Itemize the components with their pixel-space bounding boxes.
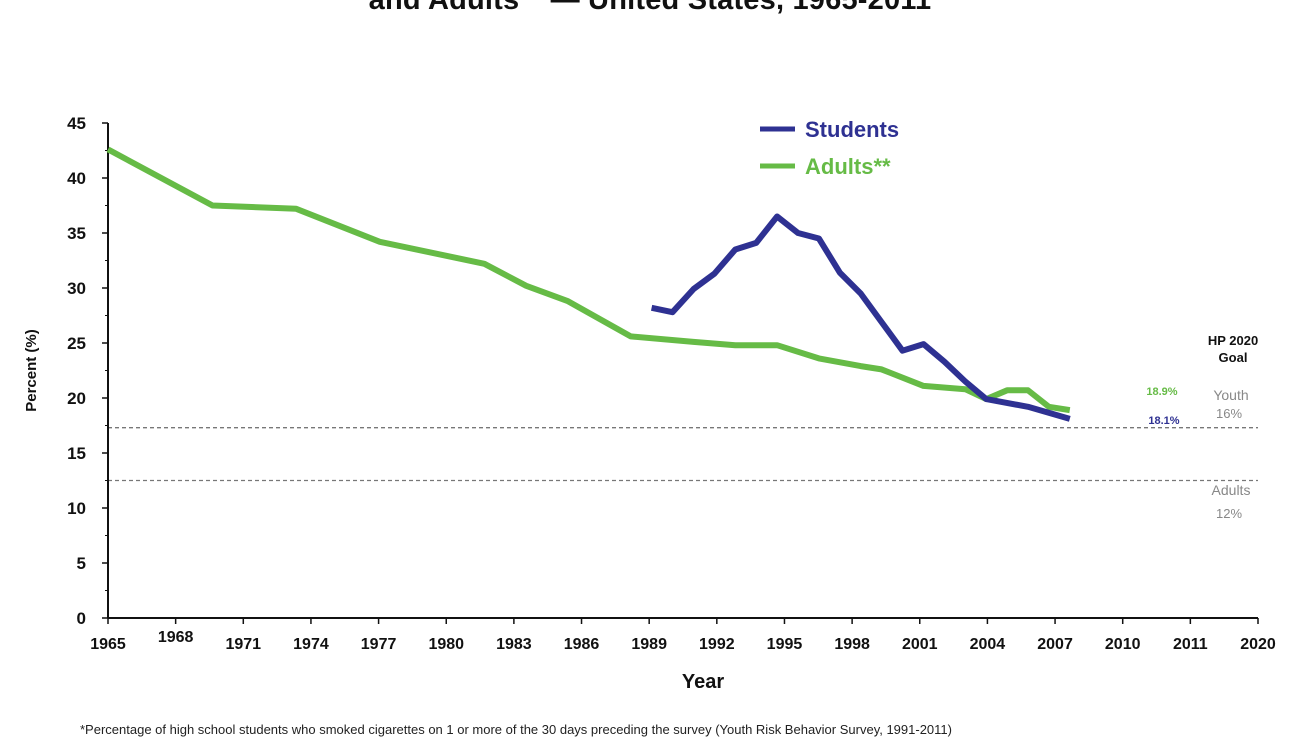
endpoint-label: 18.9% [1146, 386, 1177, 398]
x-axis-title: Year [682, 671, 724, 693]
goal-name-youth: Youth [1213, 387, 1248, 403]
y-tick-label: 30 [67, 279, 86, 298]
x-tick-label: 1968 [158, 629, 194, 646]
x-tick-label: 1995 [767, 636, 803, 653]
legend-label-adults: Adults** [805, 154, 891, 179]
x-tick-label: 1983 [496, 636, 532, 653]
x-tick-label: 1974 [293, 636, 329, 653]
y-tick-label: 10 [67, 499, 86, 518]
goal-value-adults: 12% [1216, 506, 1242, 521]
y-tick-label: 45 [67, 114, 86, 133]
x-tick-label: 2011 [1173, 636, 1208, 653]
x-tick-label: 2001 [902, 636, 938, 653]
x-tick-label: 1998 [834, 636, 870, 653]
chart-title: and Adults** — United States, 1965-2011 [368, 0, 932, 16]
endpoint-label: 18.1% [1148, 415, 1179, 427]
footnote: *Percentage of high school students who … [80, 722, 952, 737]
y-tick-label: 25 [67, 334, 86, 353]
legend-label-students: Students [805, 117, 899, 142]
goal-value-youth: 16% [1216, 406, 1242, 421]
goal-heading-line2: Goal [1219, 350, 1248, 365]
y-tick-label: 5 [77, 554, 86, 573]
y-tick-label: 20 [67, 389, 86, 408]
x-tick-label: 2020 [1240, 636, 1276, 653]
x-tick-label: 2007 [1037, 636, 1073, 653]
x-tick-label: 2010 [1105, 636, 1141, 653]
x-tick-label: 1989 [631, 636, 667, 653]
goal-name-adults: Adults [1212, 482, 1251, 498]
x-tick-label: 2004 [970, 636, 1006, 653]
y-tick-label: 40 [67, 169, 86, 188]
goal-heading-line1: HP 2020 [1208, 333, 1258, 348]
x-tick-label: 1965 [90, 636, 126, 653]
y-tick-label: 0 [77, 609, 86, 628]
y-axis-title: Percent (%) [23, 329, 40, 412]
x-tick-label: 1986 [564, 636, 600, 653]
y-tick-label: 15 [67, 444, 86, 463]
x-tick-label: 1977 [361, 636, 397, 653]
x-tick-label: 1971 [225, 636, 261, 653]
series-line-adults [106, 146, 1071, 414]
x-tick-label: 1992 [699, 636, 735, 653]
x-tick-label: 1980 [428, 636, 464, 653]
y-tick-label: 35 [67, 224, 86, 243]
series-line-students [650, 213, 1071, 422]
